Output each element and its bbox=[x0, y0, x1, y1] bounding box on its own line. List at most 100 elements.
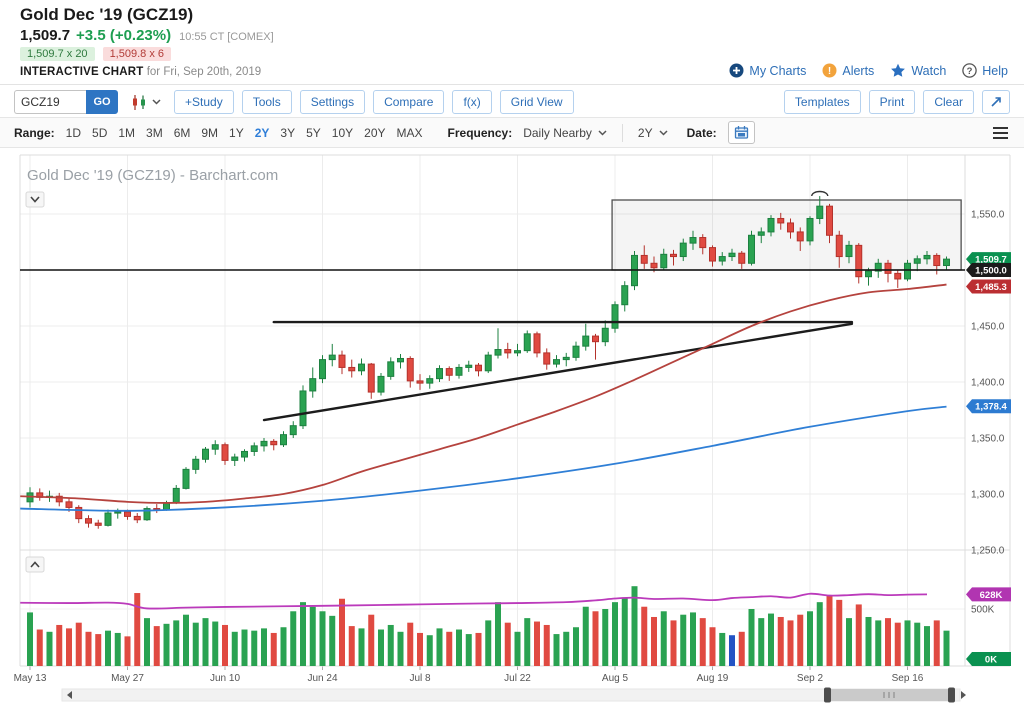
range-option-9m[interactable]: 9M bbox=[201, 125, 219, 140]
zoom-handle-right[interactable] bbox=[948, 687, 955, 703]
date-picker-button[interactable] bbox=[727, 121, 755, 144]
pop-out-button[interactable] bbox=[982, 90, 1010, 114]
arc-annotation[interactable] bbox=[811, 190, 829, 197]
help-link[interactable]: ? Help bbox=[962, 63, 1008, 78]
chart-grid bbox=[20, 155, 965, 670]
toolbar-right: Templates Print Clear bbox=[783, 90, 1010, 114]
price-chart-canvas[interactable]: Gold Dec '19 (GCZ19) - Barchart.com 1,550… bbox=[0, 152, 1024, 715]
study-button[interactable]: +Study bbox=[174, 90, 234, 114]
quote-time: 10:55 CT [COMEX] bbox=[179, 31, 274, 43]
y-tick-label: 1,400.0 bbox=[971, 378, 1005, 389]
ma_red-line bbox=[20, 283, 947, 504]
bid-quote: 1,509.7 x 20 bbox=[20, 47, 95, 61]
page-label: INTERACTIVE CHART bbox=[20, 66, 144, 78]
my-charts-link[interactable]: My Charts bbox=[729, 63, 806, 78]
axis-tag bbox=[966, 263, 1011, 277]
open-interest-line bbox=[20, 592, 928, 610]
symbol-search: GO bbox=[14, 90, 118, 114]
frequency-label: Frequency: bbox=[447, 125, 513, 140]
svg-text:1,509.7: 1,509.7 bbox=[975, 255, 1007, 266]
vertical-divider bbox=[621, 123, 623, 142]
quote-summary: 1,509.7 +3.5 (+0.23%) 10:55 CT [COMEX] bbox=[20, 27, 274, 44]
volume-bars bbox=[27, 586, 950, 666]
svg-text:1,485.3: 1,485.3 bbox=[975, 282, 1007, 293]
x-tick-label: Jun 24 bbox=[307, 673, 337, 684]
candlestick-style-icon bbox=[133, 94, 145, 110]
x-tick-label: Aug 5 bbox=[602, 673, 629, 684]
axis-tag bbox=[966, 652, 1011, 666]
volume-pane-collapse-button[interactable] bbox=[25, 556, 45, 573]
scrollbar-thumb[interactable] bbox=[828, 689, 952, 701]
alerts-link[interactable]: ! Alerts bbox=[822, 63, 874, 78]
help-circle-icon: ? bbox=[962, 63, 978, 78]
price-pane-collapse-button[interactable] bbox=[25, 191, 45, 208]
scrollbar-right-arrow-icon[interactable] bbox=[961, 691, 966, 699]
chevron-down-icon bbox=[659, 129, 668, 136]
svg-text:?: ? bbox=[967, 66, 973, 77]
range-option-5y[interactable]: 5Y bbox=[306, 125, 321, 140]
svg-text:!: ! bbox=[828, 66, 831, 77]
range-option-3y[interactable]: 3Y bbox=[280, 125, 296, 140]
compare-button[interactable]: Compare bbox=[373, 90, 445, 114]
toolbar-left: GO +Study Tools Settings Compare f(x) Gr… bbox=[14, 90, 574, 114]
grid-view-button[interactable]: Grid View bbox=[499, 90, 574, 114]
consolidation-box-annotation[interactable] bbox=[611, 199, 962, 271]
x-tick-label: Jul 22 bbox=[504, 673, 531, 684]
y-tick-label: 1,450.0 bbox=[971, 322, 1005, 333]
range-option-20y[interactable]: 20Y bbox=[364, 125, 386, 140]
period-select[interactable]: 2Y bbox=[638, 126, 668, 140]
svg-text:628K: 628K bbox=[980, 590, 1003, 601]
header-links: My Charts ! Alerts Watch ? Help bbox=[729, 63, 1008, 78]
svg-text:1,500.0: 1,500.0 bbox=[975, 266, 1007, 277]
symbol-title: Gold Dec '19 (GCZ19) bbox=[20, 5, 194, 24]
y-tick-label: 1,250.0 bbox=[971, 546, 1005, 557]
clear-button[interactable]: Clear bbox=[923, 90, 974, 114]
last-price: 1,509.7 bbox=[20, 27, 71, 44]
axis-tag bbox=[966, 587, 1011, 602]
svg-text:0K: 0K bbox=[985, 655, 997, 666]
settings-button[interactable]: Settings bbox=[299, 90, 366, 114]
y-tick-label: 1,300.0 bbox=[971, 490, 1005, 501]
range-bar: Range: 1D 5D 1M 3M 6M 9M 1Y 2Y 3Y 5Y 10Y… bbox=[0, 117, 1024, 148]
range-option-5d[interactable]: 5D bbox=[92, 125, 108, 140]
range-option-3m[interactable]: 3M bbox=[146, 125, 163, 140]
axis-labels: 1,550.0 1,500.0 1,450.0 1,400.0 1,350.0 1,300… bbox=[14, 210, 1005, 685]
bid-ask-row: 1,509.7 x 20 1,509.8 x 6 bbox=[20, 47, 171, 61]
x-tick-label: Sep 16 bbox=[892, 673, 924, 684]
star-icon bbox=[891, 63, 906, 77]
watch-link[interactable]: Watch bbox=[890, 63, 946, 78]
x-tick-label: May 13 bbox=[14, 673, 47, 684]
range-option-1y[interactable]: 1Y bbox=[229, 125, 244, 140]
chart-watermark: Gold Dec '19 (GCZ19) - Barchart.com bbox=[27, 167, 278, 184]
zoom-handle-left[interactable] bbox=[824, 687, 831, 703]
hamburger-menu-icon[interactable] bbox=[991, 125, 1010, 141]
price-change: +3.5 (+0.23%) bbox=[76, 27, 172, 44]
x-tick-label: Jul 8 bbox=[409, 673, 431, 684]
print-button[interactable]: Print bbox=[868, 90, 916, 114]
trendline-annotations[interactable] bbox=[262, 320, 854, 422]
date-label: Date: bbox=[686, 125, 717, 140]
frequency-select[interactable]: Daily Nearby bbox=[523, 126, 607, 140]
chevron-down-icon bbox=[152, 99, 161, 105]
go-button[interactable]: GO bbox=[86, 90, 118, 114]
chart-style-picker[interactable] bbox=[126, 94, 166, 111]
tools-button[interactable]: Tools bbox=[241, 90, 292, 114]
axis-tags: 1,509.71,500.0 1,485.3 1,378.4 628K 0K bbox=[966, 252, 1011, 666]
templates-button[interactable]: Templates bbox=[783, 90, 861, 114]
range-option-1m[interactable]: 1M bbox=[118, 125, 136, 140]
range-option-max[interactable]: MAX bbox=[396, 125, 423, 140]
scrollbar-track[interactable] bbox=[61, 688, 961, 702]
scrollbar-left-arrow-icon[interactable] bbox=[67, 691, 72, 699]
y-tick-label: 1,550.0 bbox=[971, 210, 1005, 221]
range-option-2y[interactable]: 2Y bbox=[254, 125, 270, 140]
range-option-1d[interactable]: 1D bbox=[65, 125, 82, 140]
time-scrollbar[interactable] bbox=[61, 687, 966, 703]
fx-button[interactable]: f(x) bbox=[452, 90, 492, 114]
chart-region: Gold Dec '19 (GCZ19) - Barchart.com 1,550… bbox=[0, 152, 1024, 715]
axis-tag bbox=[966, 252, 1011, 267]
range-option-6m[interactable]: 6M bbox=[173, 125, 191, 140]
symbol-input[interactable] bbox=[14, 90, 86, 114]
ask-quote: 1,509.8 x 6 bbox=[102, 47, 171, 61]
page-subtitle: INTERACTIVE CHART for Fri, Sep 20th, 201… bbox=[20, 66, 261, 78]
range-option-10y[interactable]: 10Y bbox=[331, 125, 354, 140]
